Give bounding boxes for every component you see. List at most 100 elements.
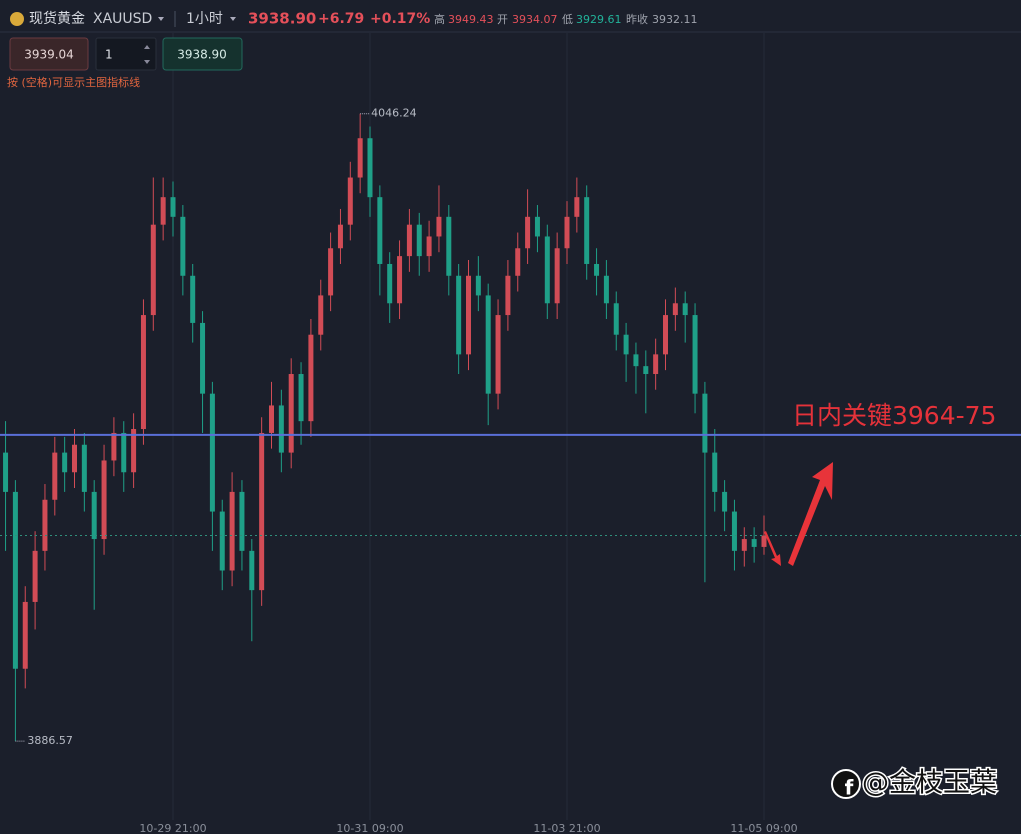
x-tick-label: 10-29 21:00 xyxy=(139,822,206,834)
candle-body xyxy=(672,303,678,316)
candle-body xyxy=(347,177,353,225)
interval[interactable]: 1小时 xyxy=(186,11,223,27)
candle-body xyxy=(574,197,580,217)
candle-body xyxy=(209,393,215,512)
quantity[interactable]: 1 xyxy=(105,48,113,62)
high-label: 4046.24 xyxy=(371,107,417,120)
hint: 按 (空格)可显示主图指标线 xyxy=(7,75,140,89)
candle-body xyxy=(111,432,117,461)
toolbar xyxy=(0,0,1021,32)
candle-body xyxy=(446,216,452,276)
watermark-icon xyxy=(831,769,861,799)
buy-button[interactable] xyxy=(162,37,243,71)
candle-body xyxy=(52,452,58,500)
candle-body xyxy=(121,432,127,473)
candle-body xyxy=(633,354,639,367)
candle-body xyxy=(534,216,540,237)
high-value: 3949.43 xyxy=(448,13,494,26)
low-value: 3929.61 xyxy=(576,13,622,26)
candle-body xyxy=(761,535,767,547)
candle-body xyxy=(584,197,590,264)
gold-icon xyxy=(10,12,24,26)
low-label: 低 xyxy=(562,13,573,26)
x-tick-label: 10-31 09:00 xyxy=(336,822,403,834)
candle-body xyxy=(140,315,146,430)
candle-body xyxy=(219,511,225,571)
candle-body xyxy=(643,366,649,375)
price-change: +6.79 xyxy=(318,11,364,27)
prev-close-value: 3932.11 xyxy=(652,13,698,26)
candle-body xyxy=(505,275,511,316)
candle-body xyxy=(692,315,698,394)
low-label: 3886.57 xyxy=(27,734,73,747)
candle-body xyxy=(249,550,255,591)
candle-body xyxy=(180,216,186,276)
candle-body xyxy=(229,491,235,571)
candle-body xyxy=(3,452,9,492)
spin-up[interactable] xyxy=(144,45,150,49)
price-change-pct: +0.17% xyxy=(370,11,430,27)
candle-body xyxy=(682,303,688,316)
candle-body xyxy=(603,275,609,304)
last-price: 3938.90 xyxy=(248,10,316,28)
candle-body xyxy=(278,405,284,453)
candle-body xyxy=(259,432,265,591)
candle-body xyxy=(751,539,757,547)
candle-body xyxy=(466,275,471,355)
candle-body xyxy=(741,539,747,551)
high-label: 高 xyxy=(434,12,445,26)
candle-body xyxy=(328,248,334,296)
candle-body xyxy=(288,374,294,453)
candle-body xyxy=(131,429,137,473)
candle-body xyxy=(377,197,383,264)
sell-button[interactable] xyxy=(9,37,89,71)
x-tick-label: 11-03 21:00 xyxy=(533,822,600,834)
candle-body xyxy=(72,444,77,473)
candle-body xyxy=(32,550,38,602)
x-tick-label: 11-05 09:00 xyxy=(730,822,797,834)
candle-body xyxy=(91,491,97,540)
candle-body xyxy=(308,334,314,422)
candle-body xyxy=(101,460,107,540)
candle-body xyxy=(12,491,18,669)
buy-price[interactable]: 3938.90 xyxy=(177,48,227,62)
sell-price[interactable]: 3939.04 xyxy=(24,48,74,62)
candle-body xyxy=(554,248,560,304)
candle-body xyxy=(170,197,176,217)
watermark-icon-glyph: f xyxy=(845,776,854,800)
candle-body xyxy=(712,452,718,492)
candle-body xyxy=(81,444,87,492)
instrument-symbol[interactable]: XAUUSD xyxy=(93,11,152,27)
candle-body xyxy=(200,322,206,394)
dropdown-arrow[interactable] xyxy=(230,17,236,21)
candle-body xyxy=(406,224,412,257)
candle-body xyxy=(663,315,668,355)
spin-down[interactable] xyxy=(144,60,150,64)
candle-body xyxy=(150,224,156,316)
candle-body xyxy=(426,236,432,257)
candle-body xyxy=(367,138,373,198)
candle-body xyxy=(594,263,600,276)
open-label: 开 xyxy=(497,13,508,26)
candle-body xyxy=(436,216,442,237)
open-value: 3934.07 xyxy=(512,13,558,26)
candle-body xyxy=(22,601,28,669)
dropdown-arrow[interactable] xyxy=(158,17,164,21)
candle-body xyxy=(397,256,403,304)
candle-body xyxy=(42,499,48,551)
candle-body xyxy=(337,224,343,249)
candle-body xyxy=(613,303,619,335)
candle-body xyxy=(298,374,304,422)
candle-body xyxy=(456,275,462,355)
annotation-arrow xyxy=(764,531,781,566)
candle-body xyxy=(416,224,422,257)
annotation-arrow xyxy=(788,462,833,566)
quantity-input[interactable] xyxy=(95,37,157,71)
candle-body xyxy=(357,138,363,178)
plot-area: 4046.24 3886.57 日内关键3964-75 xyxy=(0,33,1021,820)
instrument-name[interactable]: 现货黄金 xyxy=(29,10,85,27)
watermark: @金枝玉葉 xyxy=(862,768,997,799)
candle-body xyxy=(485,295,491,394)
